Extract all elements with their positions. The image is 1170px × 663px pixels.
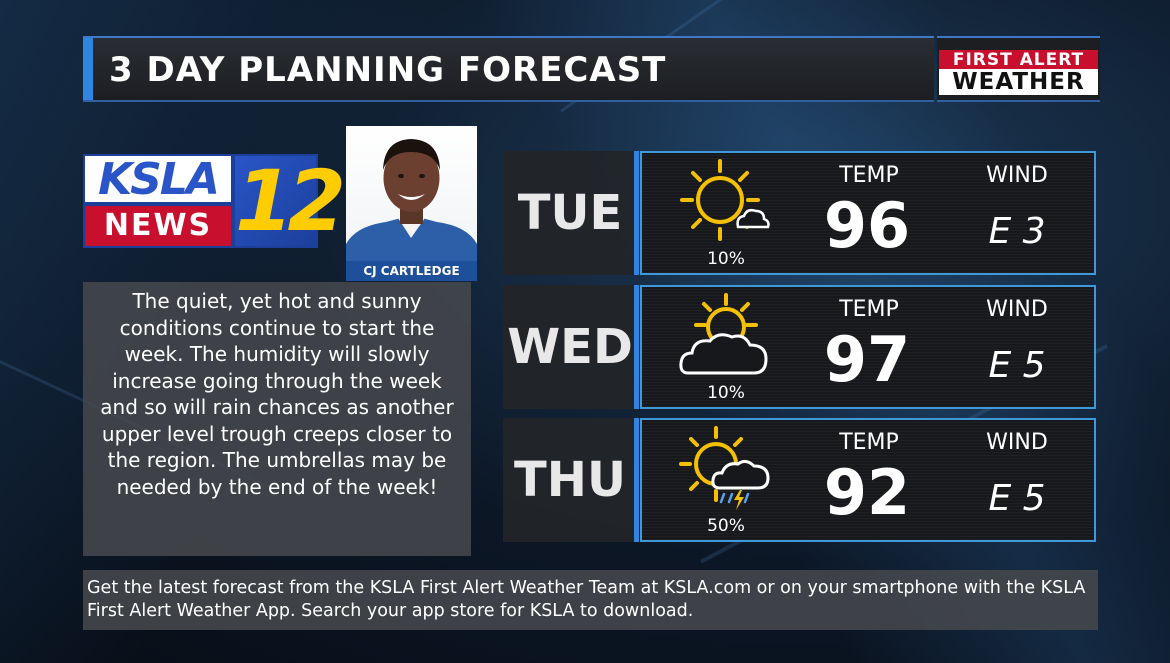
day-label-wed: WED bbox=[503, 285, 637, 409]
page-title: 3 DAY PLANNING FORECAST bbox=[109, 50, 667, 90]
station-logo-number: 12 bbox=[233, 152, 346, 250]
brand-top-text: FIRST ALERT bbox=[939, 50, 1098, 70]
temp-value: 97 bbox=[823, 323, 911, 396]
title-accent bbox=[83, 38, 93, 100]
footer-promo: Get the latest forecast from the KSLA Fi… bbox=[83, 570, 1098, 630]
forecast-row-tue: 10% TEMP 96 WIND E 3 bbox=[640, 151, 1096, 275]
forecast-row-wed: 10% TEMP 97 WIND E 5 bbox=[640, 285, 1096, 409]
forecast-row-thu: 50% TEMP 92 WIND E 5 bbox=[640, 418, 1096, 542]
meteorologist-headshot: CJ CARTLEDGE bbox=[346, 126, 477, 281]
temp-label: TEMP bbox=[839, 297, 899, 322]
day-accent bbox=[634, 151, 639, 275]
temp-label: TEMP bbox=[839, 163, 899, 188]
partly-cloudy-icon bbox=[679, 293, 768, 375]
precip-chance: 10% bbox=[707, 249, 745, 269]
title-bar: 3 DAY PLANNING FORECAST bbox=[83, 36, 934, 102]
temp-value: 92 bbox=[823, 456, 911, 529]
station-logo-news: NEWS bbox=[83, 204, 233, 248]
brand-bottom-text: WEATHER bbox=[939, 69, 1098, 95]
sun-mostly-sunny-icon bbox=[680, 159, 770, 241]
day-accent bbox=[634, 418, 639, 542]
day-label-tue: TUE bbox=[503, 151, 637, 275]
meteorologist-name: CJ CARTLEDGE bbox=[346, 261, 477, 281]
wind-value: E 3 bbox=[988, 211, 1046, 252]
day-accent bbox=[634, 285, 639, 409]
precip-chance: 10% bbox=[707, 383, 745, 403]
temp-value: 96 bbox=[823, 189, 911, 262]
temp-label: TEMP bbox=[839, 430, 899, 455]
sun-thunderstorm-icon bbox=[679, 426, 770, 510]
station-logo: KSLA NEWS 12 bbox=[83, 152, 346, 254]
wind-value: E 5 bbox=[988, 345, 1046, 386]
day-label-thu: THU bbox=[503, 418, 637, 542]
precip-chance: 50% bbox=[707, 516, 745, 536]
wind-label: WIND bbox=[986, 163, 1048, 188]
wind-label: WIND bbox=[986, 297, 1048, 322]
person-photo-icon bbox=[346, 139, 477, 261]
station-logo-call-letters: KSLA bbox=[83, 154, 233, 204]
wind-label: WIND bbox=[986, 430, 1048, 455]
forecast-discussion: The quiet, yet hot and sunny conditions … bbox=[83, 282, 471, 556]
wind-value: E 5 bbox=[988, 478, 1046, 519]
first-alert-weather-logo: FIRST ALERT WEATHER bbox=[937, 36, 1100, 102]
